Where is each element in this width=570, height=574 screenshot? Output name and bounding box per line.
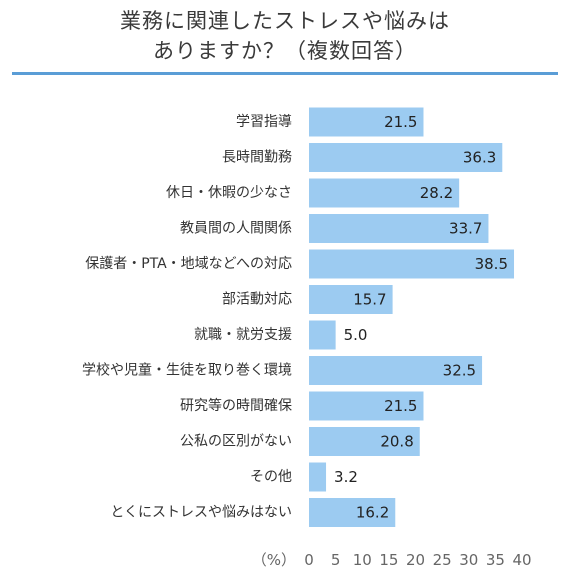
value-label: 3.2 [334,468,358,486]
category-label: 教員間の人間関係 [180,221,292,237]
bar [309,427,420,456]
value-label: 16.2 [356,504,389,522]
category-label: 学校や児童・生徒を取り巻く環境 [82,362,292,379]
bar [309,356,483,385]
category-label: 就職・就労支援 [194,327,292,343]
x-tick-label: 5 [331,551,341,569]
bar [309,391,424,421]
bar [309,214,489,243]
bar [309,249,515,279]
x-axis-unit-label: （%） [252,551,296,569]
category-label: その他 [250,469,292,485]
bar [309,285,393,314]
category-label: 休日・休暇の少なさ [166,185,292,201]
value-label: 32.5 [443,362,476,380]
bar [309,498,396,527]
value-label: 21.5 [384,397,417,415]
x-tick-label: 35 [486,551,505,569]
x-tick-label: 10 [353,551,372,569]
value-label: 21.5 [384,113,417,131]
chart-title-line2: ありますか？（複数回答） [153,39,417,63]
x-tick-label: 15 [379,551,398,569]
x-tick-label: 30 [459,551,478,569]
x-tick-label: 20 [406,551,425,569]
title-underline [12,72,558,75]
value-label: 15.7 [353,291,386,309]
x-tick-label: 40 [512,551,531,569]
category-label: 公私の区別がない [180,434,292,450]
category-label: 研究等の時間確保 [180,397,292,414]
value-label: 5.0 [344,326,368,344]
x-tick-label: 0 [304,551,314,569]
category-label: とくにストレスや悩みはない [110,505,292,521]
category-label: 保護者・PTA・地域などへの対応 [85,256,292,272]
x-tick-label: 25 [433,551,452,569]
category-label: 学習指導 [236,114,292,130]
bar [309,143,503,172]
value-label: 36.3 [463,149,496,167]
category-label: 長時間勤務 [222,150,292,166]
value-label: 28.2 [420,184,453,202]
bar [309,178,460,208]
value-label: 33.7 [449,220,482,238]
chart-title: 業務に関連したストレスや悩みは ありますか？（複数回答） [0,6,570,66]
category-label: 部活動対応 [222,292,292,308]
value-label: 20.8 [380,433,413,451]
bar [309,320,336,350]
bar [309,462,327,492]
chart-title-line1: 業務に関連したストレスや悩みは [120,9,450,33]
bar [309,107,424,137]
value-label: 38.5 [475,255,508,273]
